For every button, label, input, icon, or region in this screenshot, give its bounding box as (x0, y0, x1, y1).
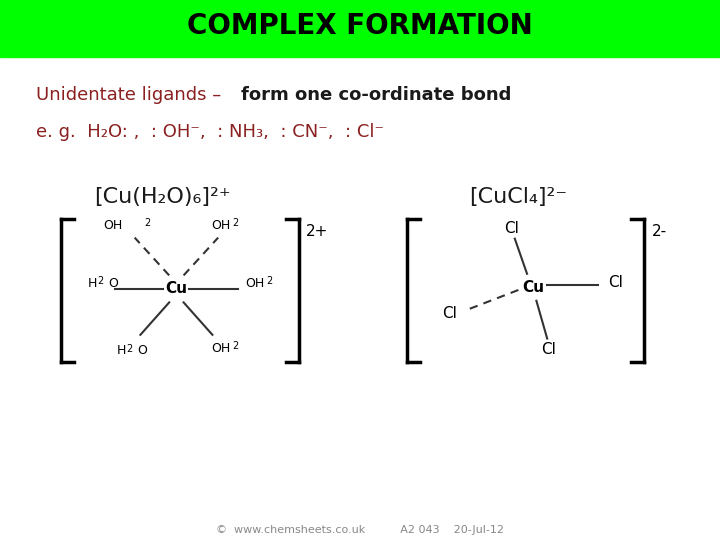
Bar (0, 0, 720, 57)
Text: 2: 2 (233, 341, 239, 351)
Text: 2: 2 (144, 218, 150, 228)
Text: O: O (137, 345, 147, 357)
Text: [CuCl₄]²⁻: [CuCl₄]²⁻ (469, 187, 567, 207)
Text: 2: 2 (233, 218, 239, 228)
Text: COMPLEX FORMATION: COMPLEX FORMATION (187, 12, 533, 40)
Text: 2: 2 (266, 276, 273, 286)
Text: 2: 2 (126, 343, 132, 354)
Text: form one co-ordinate bond: form one co-ordinate bond (241, 85, 512, 104)
Text: 2: 2 (97, 276, 104, 286)
Text: 2-: 2- (652, 224, 667, 239)
Text: OH: OH (211, 342, 230, 355)
Text: ©  www.chemsheets.co.uk          A2 043    20-Jul-12: © www.chemsheets.co.uk A2 043 20-Jul-12 (216, 525, 504, 535)
Text: Cl: Cl (442, 306, 457, 321)
Text: OH: OH (245, 277, 264, 290)
Text: O: O (108, 277, 118, 290)
Text: [Cu(H₂O)₆]²⁺: [Cu(H₂O)₆]²⁺ (94, 187, 230, 207)
Text: H: H (117, 345, 126, 357)
Text: OH: OH (103, 219, 122, 232)
Text: OH: OH (211, 219, 230, 232)
Text: Cl: Cl (608, 275, 624, 291)
Text: Cl: Cl (504, 221, 518, 237)
Text: H: H (88, 277, 97, 290)
Text: Unidentate ligands –: Unidentate ligands – (36, 85, 227, 104)
Text: 2+: 2+ (306, 224, 328, 239)
Text: e. g.  H₂O: ,  : OH⁻,  : NH₃,  : CN⁻,  : Cl⁻: e. g. H₂O: , : OH⁻, : NH₃, : CN⁻, : Cl⁻ (36, 123, 384, 141)
Text: Cu: Cu (522, 280, 544, 295)
Text: Cu: Cu (166, 281, 187, 296)
Text: Cl: Cl (541, 342, 556, 357)
